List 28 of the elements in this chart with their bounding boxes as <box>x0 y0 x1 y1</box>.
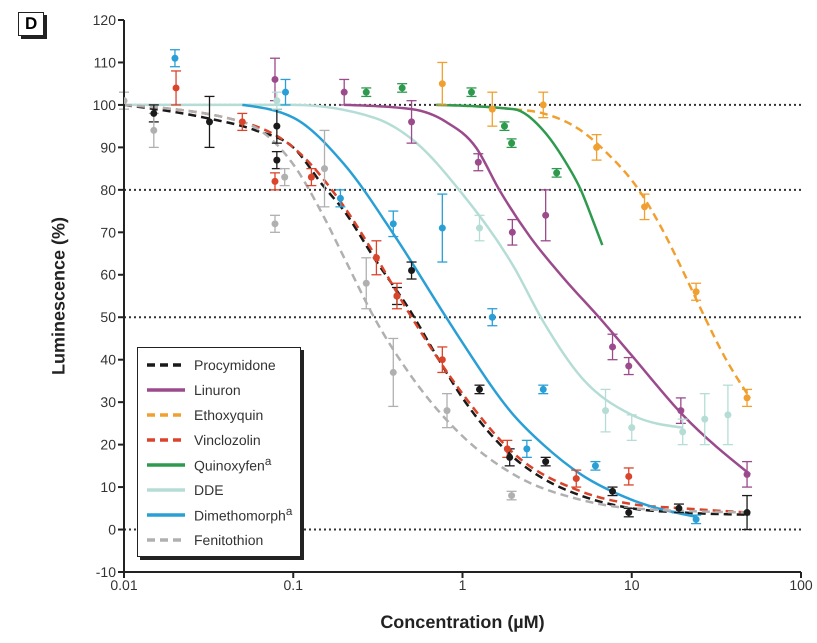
y-tick-label: 20 <box>100 436 116 453</box>
y-tick-label: 80 <box>100 182 116 198</box>
y-tick-label: 0 <box>108 522 116 538</box>
y-tick-label: 50 <box>100 309 116 326</box>
legend-label: Linuron <box>194 382 241 398</box>
legend-label: DDE <box>194 482 224 498</box>
y-tick-label: 40 <box>100 352 116 368</box>
y-tick-label: 110 <box>94 54 116 70</box>
legend-label: Quinoxyfen$^{a}$ <box>194 455 272 474</box>
y-tick-label: 10 <box>100 479 116 496</box>
x-tick-label: 10 <box>624 576 640 593</box>
y-axis-title: Luminescence (%) <box>48 216 68 376</box>
legend-label: Vinclozolin <box>194 432 261 448</box>
legend-label: Procymidone <box>194 356 276 372</box>
y-tick-label: 60 <box>100 266 116 283</box>
x-tick-label: 100 <box>789 576 813 593</box>
legend-label: Fenitothion <box>194 532 264 548</box>
x-tick-label: 1 <box>458 576 467 593</box>
y-tick-label: 90 <box>100 139 116 156</box>
legend-label: Dimethomorph$^{a}$ <box>194 505 292 524</box>
y-tick-label: 120 <box>92 12 116 28</box>
legend-label: Ethoxyquin <box>194 406 264 422</box>
y-tick-label: 70 <box>100 224 116 240</box>
x-axis-title: Concentration (µM) <box>380 612 545 632</box>
y-tick-label: 30 <box>100 394 116 410</box>
text: D <box>18 12 44 36</box>
x-tick-label: 0.1 <box>284 576 304 593</box>
y-tick-label: 100 <box>92 96 116 113</box>
